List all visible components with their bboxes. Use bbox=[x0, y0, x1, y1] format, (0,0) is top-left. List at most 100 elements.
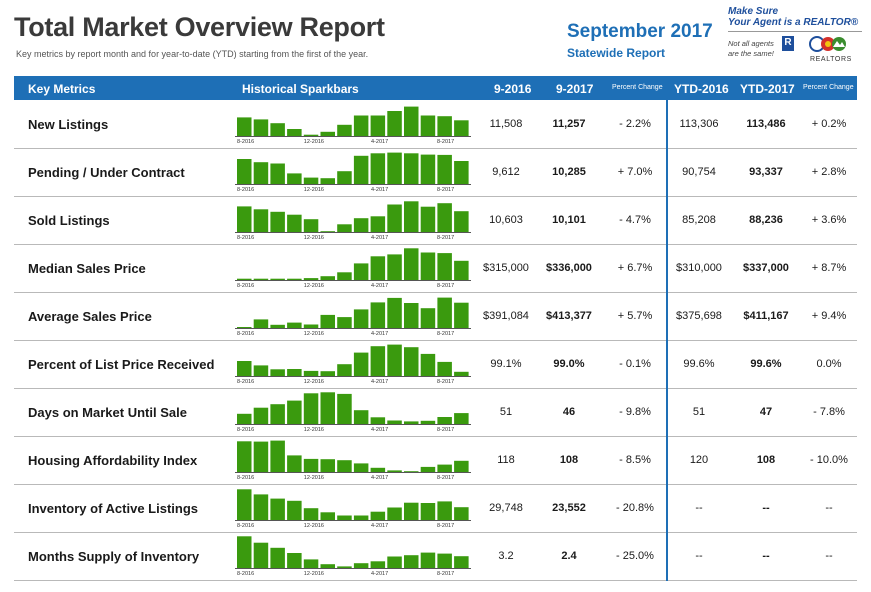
sparkbar bbox=[437, 501, 452, 520]
sparkbar bbox=[370, 417, 386, 424]
sparkbar bbox=[404, 502, 419, 520]
sparkbar bbox=[337, 393, 352, 424]
sparkbar bbox=[270, 278, 285, 280]
cell-pct: - 25.0% bbox=[616, 550, 654, 562]
cell-v2016: 29,748 bbox=[489, 502, 523, 514]
sparkbar bbox=[437, 553, 452, 568]
metric-name: Average Sales Price bbox=[28, 309, 152, 324]
sparkbar bbox=[303, 370, 319, 376]
sparkbar bbox=[387, 420, 402, 424]
sparkbar bbox=[353, 155, 369, 184]
sparkbar bbox=[253, 494, 269, 520]
cell-ytd2017: 113,486 bbox=[746, 118, 786, 130]
cell-ytd2017: 108 bbox=[756, 454, 776, 466]
sparkbar-tick-label: 12-2016 bbox=[304, 139, 324, 144]
cell-v2017: 10,285 bbox=[552, 166, 586, 178]
sparkbar-tick-label: 8-2016 bbox=[237, 523, 254, 528]
sparkbar bbox=[237, 159, 252, 184]
metric-name: Days on Market Until Sale bbox=[28, 405, 187, 420]
cell-v2017: 108 bbox=[559, 454, 579, 466]
sparkbar bbox=[237, 536, 252, 568]
sparkbar bbox=[437, 464, 452, 472]
table-row: Pending / Under Contract 8-2016 12-2016 4-2… bbox=[14, 148, 857, 197]
cell-ytdpct: + 2.8% bbox=[811, 166, 847, 178]
report-title: Total Market Overview Report bbox=[14, 12, 385, 42]
cell-ytd2017: 88,236 bbox=[749, 214, 783, 226]
sparkbar bbox=[303, 559, 319, 568]
col-sparkbars: Historical Sparkbars bbox=[242, 82, 359, 96]
cell-v2017: 46 bbox=[562, 406, 576, 418]
sparkbar bbox=[320, 178, 335, 184]
sparkbar bbox=[237, 327, 252, 328]
realtor-r-logo: R bbox=[782, 36, 794, 51]
sparkbar bbox=[404, 106, 419, 136]
col-ytd-percent-change: Percent Change bbox=[803, 84, 854, 91]
table-row: Percent of List Price Received 8-2016 12-2… bbox=[14, 340, 857, 389]
sparkbar bbox=[237, 361, 252, 376]
sparkbar bbox=[337, 124, 352, 136]
cell-pct: - 8.5% bbox=[619, 454, 651, 466]
cell-v2016: 99.1% bbox=[490, 358, 522, 370]
sparkbar bbox=[404, 347, 419, 376]
sparkbar-tick-label: 12-2016 bbox=[304, 379, 324, 384]
cell-ytd2016: -- bbox=[695, 502, 703, 514]
sparkbar bbox=[420, 353, 436, 376]
sparkbar bbox=[404, 248, 419, 280]
sparkbar-chart: 8-2016 12-2016 4-2017 8-2017 bbox=[235, 152, 471, 192]
sparkbar bbox=[454, 507, 469, 520]
cell-ytd2016: $310,000 bbox=[676, 262, 722, 274]
sparkbar bbox=[370, 302, 386, 328]
sparkbar bbox=[253, 162, 269, 184]
sparkbar bbox=[320, 314, 335, 328]
sparkbar bbox=[270, 324, 285, 328]
sparkbar-tick-label: 8-2016 bbox=[237, 475, 254, 480]
metric-name: New Listings bbox=[28, 117, 109, 132]
sparkbar-tick-label: 12-2016 bbox=[304, 235, 324, 240]
sparkbar bbox=[253, 441, 269, 472]
table-row: Housing Affordability Index 8-2016 12-2016… bbox=[14, 436, 857, 485]
cell-v2017: 10,101 bbox=[552, 214, 586, 226]
cell-pct: - 0.1% bbox=[619, 358, 651, 370]
sparkbar bbox=[353, 309, 369, 328]
sparkbar bbox=[370, 346, 386, 376]
sparkbar bbox=[454, 460, 469, 472]
sparkbar bbox=[420, 466, 436, 472]
cell-v2017: $413,377 bbox=[546, 310, 592, 322]
sparkbar bbox=[303, 393, 319, 424]
sparkbar bbox=[420, 115, 436, 136]
cell-pct: + 7.0% bbox=[617, 166, 653, 178]
sparkbar bbox=[287, 278, 302, 280]
sparkbar bbox=[420, 503, 436, 520]
brand-divider bbox=[728, 31, 862, 32]
cell-v2016: $315,000 bbox=[483, 262, 529, 274]
cell-v2017: 99.0% bbox=[553, 358, 585, 370]
sparkbar bbox=[353, 563, 369, 568]
metric-name: Months Supply of Inventory bbox=[28, 549, 200, 564]
cell-v2016: 11,508 bbox=[489, 118, 523, 130]
cell-ytdpct: -- bbox=[825, 502, 833, 514]
sparkbar bbox=[387, 297, 402, 328]
sparkbar bbox=[387, 254, 402, 280]
sparkbar bbox=[320, 392, 335, 424]
sparkbar-chart: 8-2016 12-2016 4-2017 8-2017 bbox=[235, 248, 471, 288]
sparkbar bbox=[404, 303, 419, 328]
sparkbar bbox=[420, 252, 436, 280]
brand-line-1: Make Sure bbox=[728, 6, 779, 17]
sparkbar-tick-label: 4-2017 bbox=[371, 475, 388, 480]
sparkbar bbox=[320, 371, 335, 376]
cell-v2016: 51 bbox=[499, 406, 513, 418]
sparkbar bbox=[303, 324, 319, 328]
sparkbar bbox=[454, 211, 469, 232]
cell-ytd2017: $337,000 bbox=[743, 262, 789, 274]
sparkbar-tick-label: 4-2017 bbox=[371, 283, 388, 288]
sparkbar-tick-label: 4-2017 bbox=[371, 571, 388, 576]
sparkbar bbox=[303, 219, 319, 232]
sparkbar bbox=[287, 369, 302, 376]
sparkbar bbox=[270, 123, 285, 136]
cell-ytd2017: 99.6% bbox=[750, 358, 782, 370]
sparkbar bbox=[353, 218, 369, 232]
sparkbar bbox=[320, 231, 335, 232]
sparkbar bbox=[237, 441, 252, 472]
sparkbar-chart: 8-2016 12-2016 4-2017 8-2017 bbox=[235, 344, 471, 384]
sparkbar bbox=[454, 302, 469, 328]
